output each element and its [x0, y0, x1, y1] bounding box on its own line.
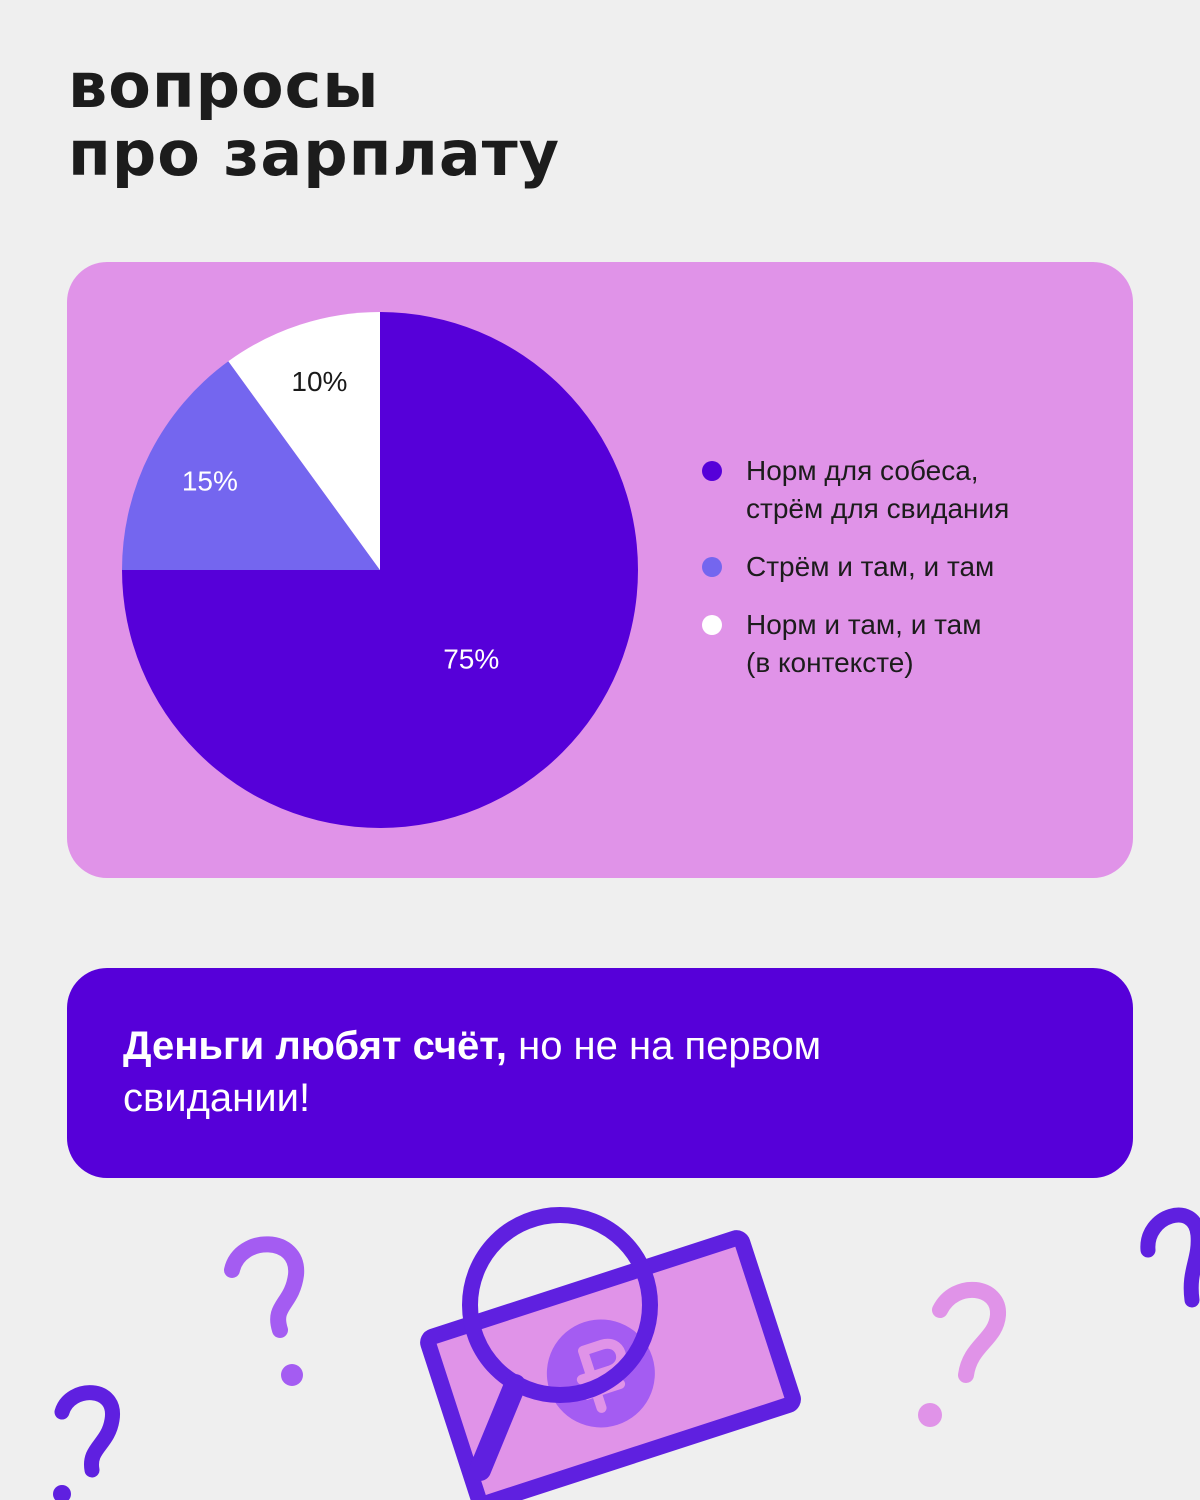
title: вопросы про зарплату [68, 49, 561, 190]
legend-label: Норм и там, и там (в контексте) [746, 609, 982, 678]
pie-label: 10% [291, 366, 347, 397]
legend-label: Стрём и там, и там [746, 551, 995, 582]
banner-bold: Деньги любят счёт, [123, 1024, 507, 1068]
pie-label: 15% [182, 466, 238, 497]
decoration [53, 1207, 1200, 1500]
banner-text: Деньги любят счёт, но не на первом свида… [123, 1020, 821, 1124]
question-dot [918, 1403, 942, 1427]
pie-slice [122, 361, 380, 570]
question-mark [224, 1236, 305, 1338]
pie-slice [228, 312, 380, 570]
question-dot [281, 1364, 303, 1386]
legend-swatch [702, 557, 722, 577]
legend-swatch [702, 461, 722, 481]
question-mark [932, 1281, 1006, 1383]
legend-label: Норм для собеса, стрём для свидания [746, 455, 1010, 524]
legend-swatch [702, 615, 722, 635]
pie: 75% 15% 10% [122, 312, 638, 828]
legend: Норм для собеса, стрём для свидания Стрём… [700, 452, 1009, 682]
banner: Деньги любят счёт, но не на первом свида… [67, 968, 1133, 1178]
banner-rest: но не на первом свидании! [123, 1024, 822, 1120]
legend-item: Норм и там, и там (в контексте) [700, 606, 1009, 682]
legend-item: Норм для собеса, стрём для свидания [700, 452, 1009, 528]
question-dot [53, 1485, 71, 1500]
question-mark [54, 1385, 120, 1478]
magnifier [462, 1207, 658, 1403]
magnifier-handle [469, 1374, 526, 1481]
pie-label: 75% [443, 644, 499, 675]
legend-item: Стрём и там, и там [700, 548, 1009, 586]
question-mark [1140, 1207, 1200, 1308]
